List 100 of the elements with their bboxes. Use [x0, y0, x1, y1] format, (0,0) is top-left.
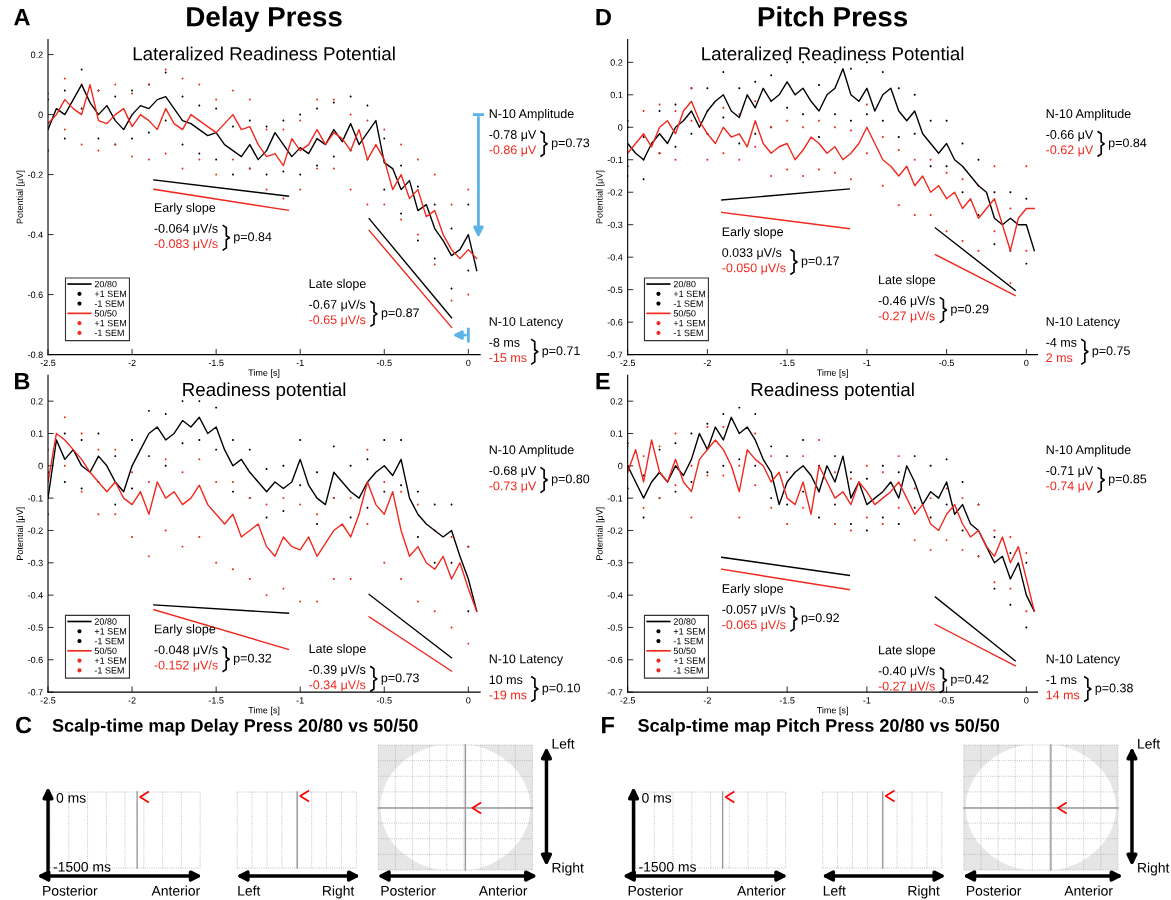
legend-label: +1 SEM — [673, 290, 705, 298]
annotation: p=0.73 — [381, 673, 419, 685]
annotation: p=0.29 — [951, 304, 989, 316]
legend-label: -1 SEM — [94, 667, 124, 674]
text: p=0.80 — [551, 474, 590, 486]
text: N-10 Latency — [1046, 654, 1121, 666]
text: -4 ms — [1046, 338, 1077, 347]
x-axis-title: Time [s] — [248, 706, 280, 716]
legend-label: +1 SEM — [673, 657, 705, 664]
x-tick-label: -2 — [703, 359, 711, 366]
text: Anterior — [1064, 885, 1113, 896]
y-tick-label: -0.7 — [28, 689, 43, 696]
annotation: p=0.42 — [951, 674, 989, 687]
annotation: Early slope — [154, 624, 216, 636]
text: -19 ms — [489, 690, 527, 700]
legend-label: 50/50 — [673, 647, 696, 655]
y-tick-label: -0.6 — [607, 656, 623, 664]
text: N-10 Amplitude — [489, 445, 574, 457]
y-tick-label: -0.6 — [607, 319, 623, 326]
text: N-10 Latency — [1046, 317, 1121, 329]
text: -0.86 μV — [489, 145, 537, 157]
y-tick-label: -0.5 — [28, 624, 43, 631]
y-axis-title: Potential [μV] — [596, 170, 605, 224]
annotation: -0.46 μV/s — [878, 295, 935, 308]
x-tick-label: -2.5 — [40, 697, 56, 704]
text: C — [15, 716, 32, 734]
text: Left — [823, 885, 846, 896]
text: Posterior — [381, 885, 436, 896]
text: A — [14, 8, 30, 26]
annotation: Early slope — [722, 226, 784, 239]
text: Right — [552, 862, 584, 876]
legend-label: 20/80 — [94, 618, 117, 625]
y-axis-title: Potential [μV] — [16, 170, 25, 224]
x-tick-label: -2 — [128, 697, 136, 704]
text: Anterior — [737, 885, 786, 896]
text: p=0.85 — [1109, 474, 1147, 486]
x-tick-label: 0 — [1024, 697, 1029, 704]
x-tick-label: -1.5 — [779, 697, 795, 704]
text: -1500 ms — [639, 861, 696, 872]
text: Scalp-time map Delay Press 20/80 vs 50/50 — [52, 718, 418, 736]
text: p=0.10 — [542, 683, 580, 695]
legend-label: +1 SEM — [94, 290, 126, 298]
annotation: -0.34 μV/s — [309, 680, 366, 692]
x-tick-label: 0 — [466, 359, 471, 367]
x-tick-label: -2 — [128, 359, 136, 366]
chart-title: Readiness potential — [751, 382, 914, 400]
y-axis-title: Potential [μV] — [16, 507, 25, 560]
text: -0.71 μV — [1046, 466, 1094, 478]
legend-label: +1 SEM — [673, 628, 705, 635]
y-tick-label: -0.6 — [28, 291, 43, 298]
annotation: -0.65 μV/s — [309, 314, 366, 327]
text: Delay Press — [187, 6, 342, 33]
annotation: Early slope — [154, 202, 216, 215]
y-axis-title: Potential [μV] — [596, 507, 605, 560]
text: Pitch Press — [758, 6, 908, 27]
text: p=0.71 — [542, 346, 580, 358]
text: Left — [1138, 738, 1161, 749]
text: N-10 Latency — [489, 317, 564, 329]
text: Right — [323, 885, 355, 899]
legend-label: +1 SEM — [673, 319, 705, 327]
annotation: -0.064 μV/s — [154, 223, 218, 236]
text: Scalp-time map Pitch Press 20/80 vs 50/50 — [638, 718, 1000, 736]
text: Posterior — [628, 885, 683, 896]
text: Posterior — [43, 885, 98, 896]
legend-label: -1 SEM — [673, 329, 703, 337]
text: 0 ms — [642, 792, 672, 803]
x-tick-label: -2.5 — [620, 359, 636, 367]
y-tick-label: 0 — [618, 124, 623, 131]
text: 0 ms — [56, 792, 86, 803]
x-axis-title: Time [s] — [816, 369, 848, 378]
chart-title: Readiness potential — [183, 382, 346, 400]
text: B — [15, 373, 30, 390]
y-tick-label: -0.2 — [607, 189, 623, 196]
annotation: p=0.32 — [233, 653, 272, 666]
legend-label: 20/80 — [673, 618, 696, 625]
x-tick-label: -2.5 — [40, 359, 56, 367]
annotation: Early slope — [722, 583, 784, 596]
y-tick-label: -0.4 — [28, 231, 43, 238]
y-tick-label: 0 — [38, 462, 43, 470]
y-tick-label: 0.2 — [610, 59, 623, 66]
legend-label: +1 SEM — [94, 319, 126, 327]
text: p=0.84 — [1109, 138, 1147, 150]
annotation: p=0.87 — [381, 308, 419, 320]
annotation: -0.057 μV/s — [722, 604, 786, 617]
x-tick-label: -0.5 — [376, 697, 392, 704]
chart-title: Lateralized Readiness Potential — [133, 46, 395, 61]
x-tick-label: -0.5 — [376, 359, 392, 367]
text: N-10 Amplitude — [489, 108, 574, 121]
x-tick-label: -1.5 — [208, 359, 224, 367]
annotation: -0.39 μV/s — [309, 664, 366, 677]
y-tick-label: -0.8 — [28, 351, 43, 358]
legend-label: -1 SEM — [673, 300, 703, 307]
y-tick-label: -0.4 — [607, 254, 623, 261]
legend-label: -1 SEM — [673, 667, 703, 674]
text: D — [596, 8, 611, 26]
x-tick-label: -1 — [863, 697, 871, 704]
text: Posterior — [966, 885, 1022, 896]
chart-title: Lateralized Readiness Potential — [702, 46, 964, 61]
legend-label: 50/50 — [673, 309, 696, 317]
y-tick-label: 0.1 — [610, 91, 623, 99]
